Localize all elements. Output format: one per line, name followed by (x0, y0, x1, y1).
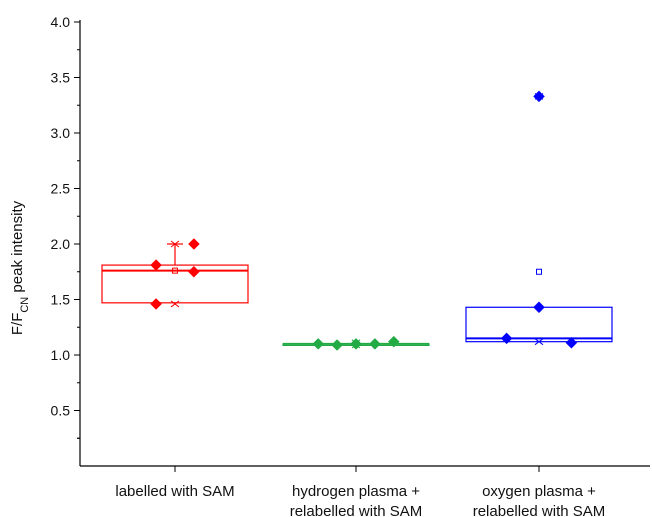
extreme-marker (170, 300, 180, 308)
data-point (350, 338, 362, 350)
data-point (312, 338, 325, 350)
data-point (533, 90, 545, 103)
y-tick-label: 4.0 (51, 14, 71, 30)
data-point (500, 332, 513, 345)
y-tick-label: 3.0 (51, 125, 71, 141)
data-point (331, 339, 343, 351)
x-tick-label: oxygen plasma + (482, 483, 596, 500)
data-point (387, 335, 400, 348)
mean-marker (172, 267, 178, 274)
y-tick-label: 0.5 (51, 403, 71, 419)
y-tick-label: 2.5 (51, 181, 71, 197)
y-axis-title: F/FCN peak intensity (9, 200, 31, 335)
data-point (188, 265, 200, 278)
extreme-marker (534, 338, 544, 346)
data-point (150, 298, 162, 310)
x-tick-label: hydrogen plasma + (292, 483, 420, 500)
plot-area: 0.5 1.0 1.5 2.0 2.5 3.0 3.5 4.0 labelled with SA… (51, 14, 650, 517)
y-tick-label: 3.5 (51, 70, 71, 86)
extreme-marker (170, 240, 180, 248)
data-point (369, 338, 381, 350)
y-tick-label: 1.0 (51, 347, 71, 363)
x-tick-label: relabelled with SAM (290, 503, 423, 517)
data-point (533, 301, 545, 314)
y-tick-label: 2.0 (51, 236, 71, 252)
x-tick-label: labelled with SAM (115, 483, 234, 500)
data-point (150, 259, 162, 271)
y-tick-label: 1.5 (51, 292, 71, 308)
mean-marker (536, 268, 542, 275)
x-tick-label: relabelled with SAM (473, 503, 606, 517)
data-point (565, 336, 578, 349)
data-point (188, 238, 200, 250)
